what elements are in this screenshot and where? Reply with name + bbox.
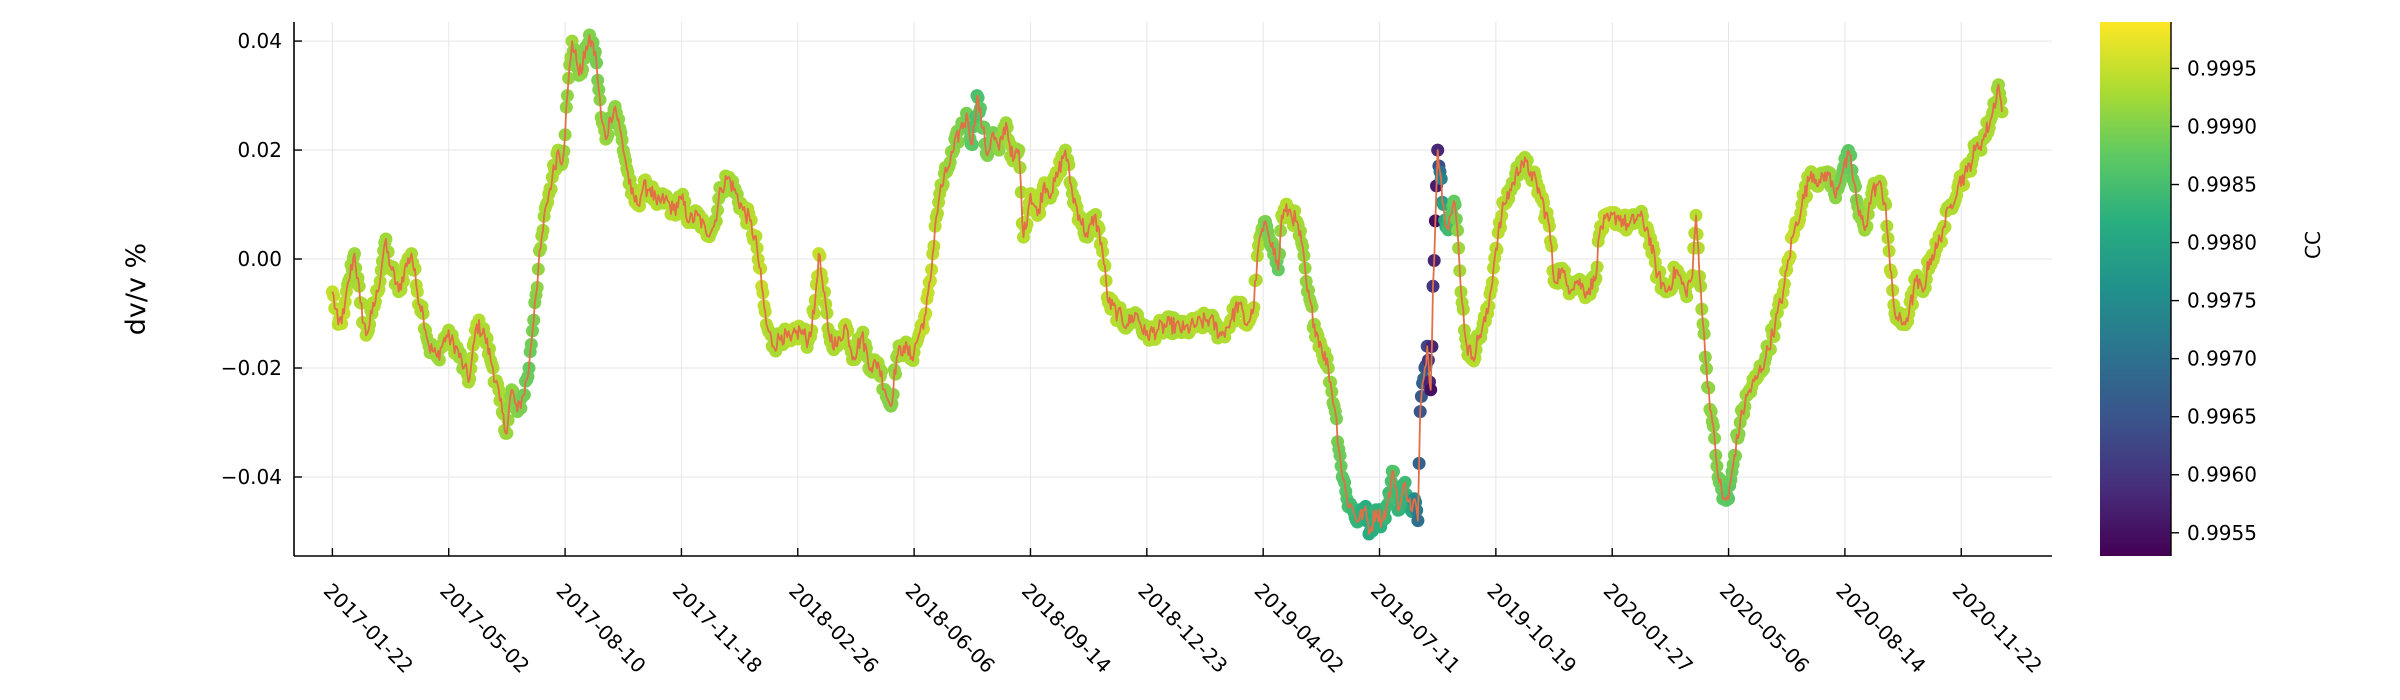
colorbar-tick-label: 0.9970 — [2187, 347, 2257, 371]
y-tick-label: 0.02 — [237, 138, 282, 162]
axes — [293, 22, 2052, 557]
x-tick-label: 2020-11-22 — [1948, 579, 2047, 678]
data-markers — [325, 28, 2009, 541]
colorbar-tick-label: 0.9985 — [2187, 173, 2257, 197]
y-tick-label: 0.04 — [237, 29, 282, 53]
x-tick-label: 2020-05-06 — [1715, 579, 1814, 678]
colorbar-tick-label: 0.9980 — [2187, 231, 2257, 255]
x-tick-label: 2017-08-10 — [552, 579, 651, 678]
x-tick-label: 2017-11-18 — [668, 579, 767, 678]
x-tick-label: 2018-12-23 — [1133, 579, 1232, 678]
y-tick-label: −0.02 — [221, 356, 282, 380]
y-tick-label: 0.00 — [237, 247, 282, 271]
colorbar-tick-label: 0.9975 — [2187, 289, 2257, 313]
x-ticks: 2017-01-22 2017-05-02 2017-08-10 2017-11-18… — [319, 548, 2047, 678]
colorbar-title: CC — [2301, 231, 2325, 259]
x-tick-label: 2020-08-14 — [1831, 579, 1930, 678]
colorbar-tick-label: 0.9995 — [2187, 56, 2257, 80]
x-tick-label: 2020-01-27 — [1599, 579, 1698, 678]
x-tick-label: 2018-06-06 — [901, 579, 1000, 678]
x-tick-label: 2017-05-02 — [435, 579, 534, 678]
colorbar-tick-label: 0.9960 — [2187, 463, 2257, 487]
y-ticks: −0.04 −0.02 0.00 0.02 0.04 — [221, 29, 302, 489]
colorbar-tick-label: 0.9990 — [2187, 114, 2257, 138]
grid-lines — [294, 22, 2052, 556]
x-tick-label: 2019-07-11 — [1366, 579, 1465, 678]
x-tick-label: 2018-09-14 — [1017, 579, 1116, 678]
plot-area — [325, 28, 2009, 541]
y-tick-label: −0.04 — [221, 465, 282, 489]
colorbar-ticks: 0.9955 0.9960 0.9965 0.9970 0.9975 0.9980 0.99… — [2171, 56, 2257, 545]
colorbar: 0.9955 0.9960 0.9965 0.9970 0.9975 0.9980 0.99… — [2100, 22, 2325, 556]
x-tick-label: 2018-02-26 — [784, 579, 883, 678]
y-axis-title: dv/v % — [121, 243, 152, 335]
x-tick-label: 2019-10-19 — [1482, 579, 1581, 678]
series-line — [331, 34, 2003, 535]
x-tick-label: 2019-04-02 — [1250, 579, 1349, 678]
x-tick-label: 2017-01-22 — [319, 579, 418, 678]
colorbar-gradient — [2100, 22, 2171, 556]
colorbar-tick-label: 0.9965 — [2187, 405, 2257, 429]
colorbar-tick-label: 0.9955 — [2187, 521, 2257, 545]
